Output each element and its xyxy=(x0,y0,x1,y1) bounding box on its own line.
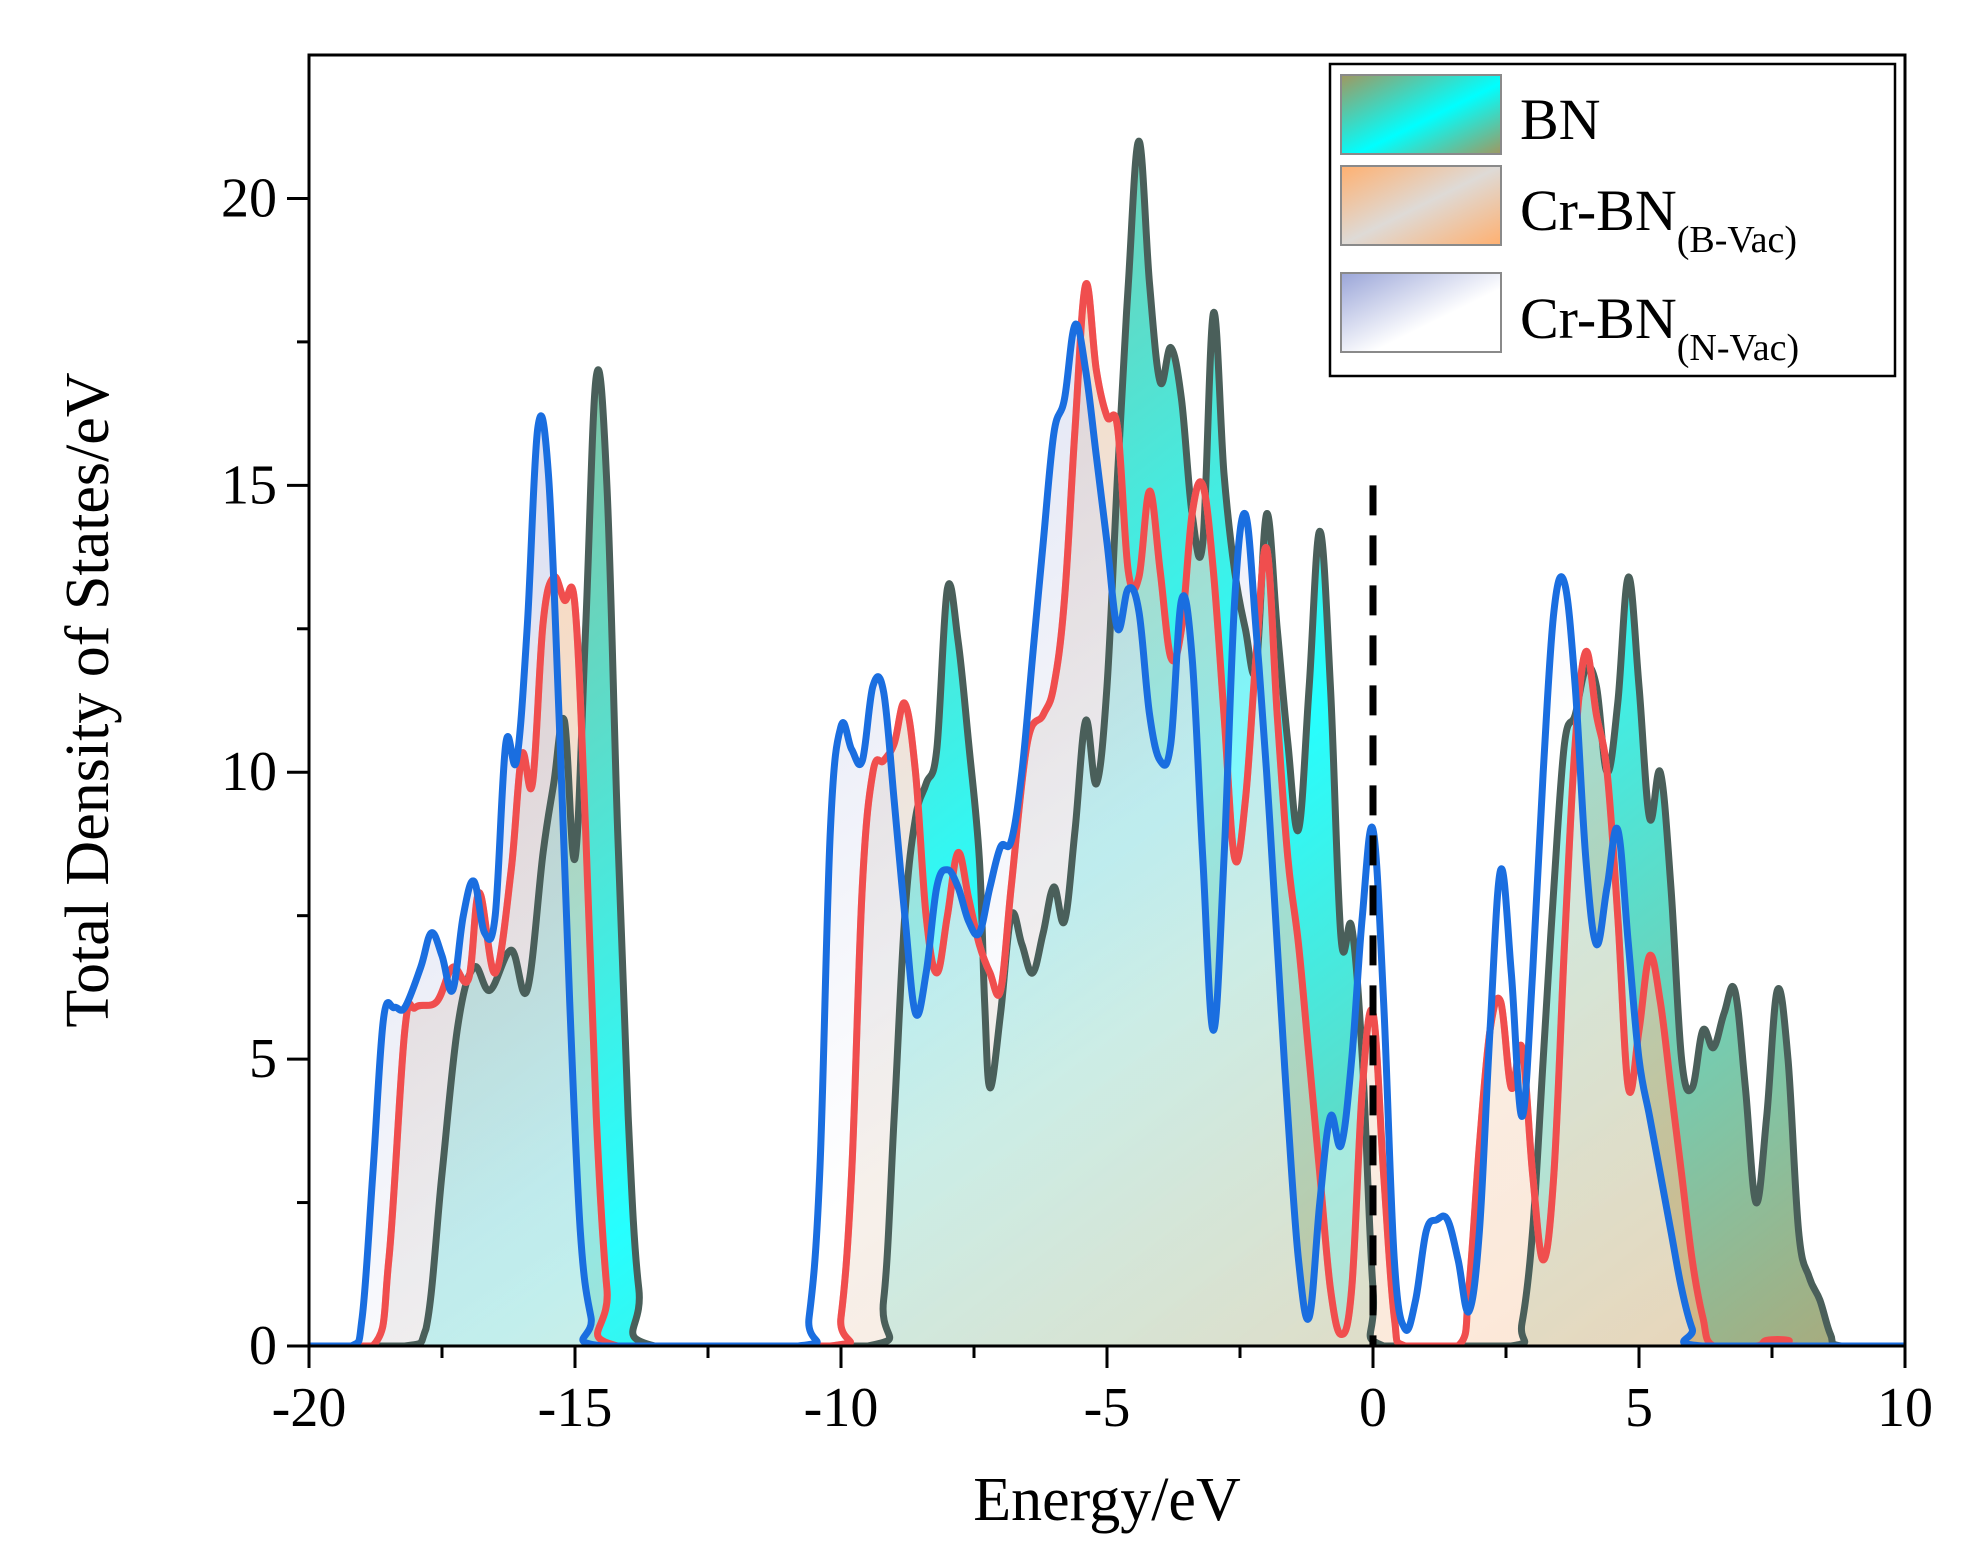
x-tick-label: 0 xyxy=(1359,1377,1387,1439)
cr-bn-b-vac-line xyxy=(309,280,1905,1346)
x-axis-ticks: -20 -15 -10 -5 0 5 10 xyxy=(272,1346,1933,1439)
legend-label-cr-bn-b-vac: Cr-BN(B-Vac) xyxy=(1520,178,1797,261)
legend-swatch-cr-bn-n-vac xyxy=(1340,272,1502,353)
legend-label-cr-bn-n-vac: Cr-BN(N-Vac) xyxy=(1520,286,1799,369)
legend-label-n-vac-main: Cr-BN xyxy=(1520,286,1677,351)
legend-label-bn: BN xyxy=(1520,87,1601,152)
legend-swatch-bn xyxy=(1340,74,1502,155)
legend-label-b-vac-sub: (B-Vac) xyxy=(1677,219,1797,261)
y-tick-label: 5 xyxy=(249,1028,277,1090)
legend-label-b-vac-main: Cr-BN xyxy=(1520,178,1677,243)
legend-label-n-vac-sub: (N-Vac) xyxy=(1677,327,1799,369)
x-tick-label: -20 xyxy=(272,1377,347,1439)
x-tick-label: -10 xyxy=(804,1377,879,1439)
y-tick-label: 0 xyxy=(249,1315,277,1377)
y-axis-title: Total Density of States/eV xyxy=(54,372,122,1027)
y-axis-ticks: 0 5 10 15 20 xyxy=(221,167,309,1377)
x-tick-label: 5 xyxy=(1625,1377,1653,1439)
legend-label-bn-main: BN xyxy=(1520,87,1601,152)
legend: BN Cr-BN(B-Vac) Cr-BN(N-Vac) xyxy=(1328,62,1897,378)
x-tick-label: -5 xyxy=(1084,1377,1131,1439)
x-tick-label: -15 xyxy=(538,1377,613,1439)
cr-bn-n-vac-fill-area xyxy=(309,324,1905,1346)
cr-bn-n-vac-line xyxy=(309,320,1905,1346)
x-tick-label: 10 xyxy=(1877,1377,1933,1439)
y-tick-label: 20 xyxy=(221,167,277,229)
x-axis-title: Energy/eV xyxy=(973,1466,1241,1534)
y-tick-label: 15 xyxy=(221,454,277,516)
legend-swatch-cr-bn-b-vac xyxy=(1340,165,1502,246)
y-tick-label: 10 xyxy=(221,741,277,803)
bn-line xyxy=(309,137,1905,1346)
plot-area xyxy=(309,137,1905,1346)
